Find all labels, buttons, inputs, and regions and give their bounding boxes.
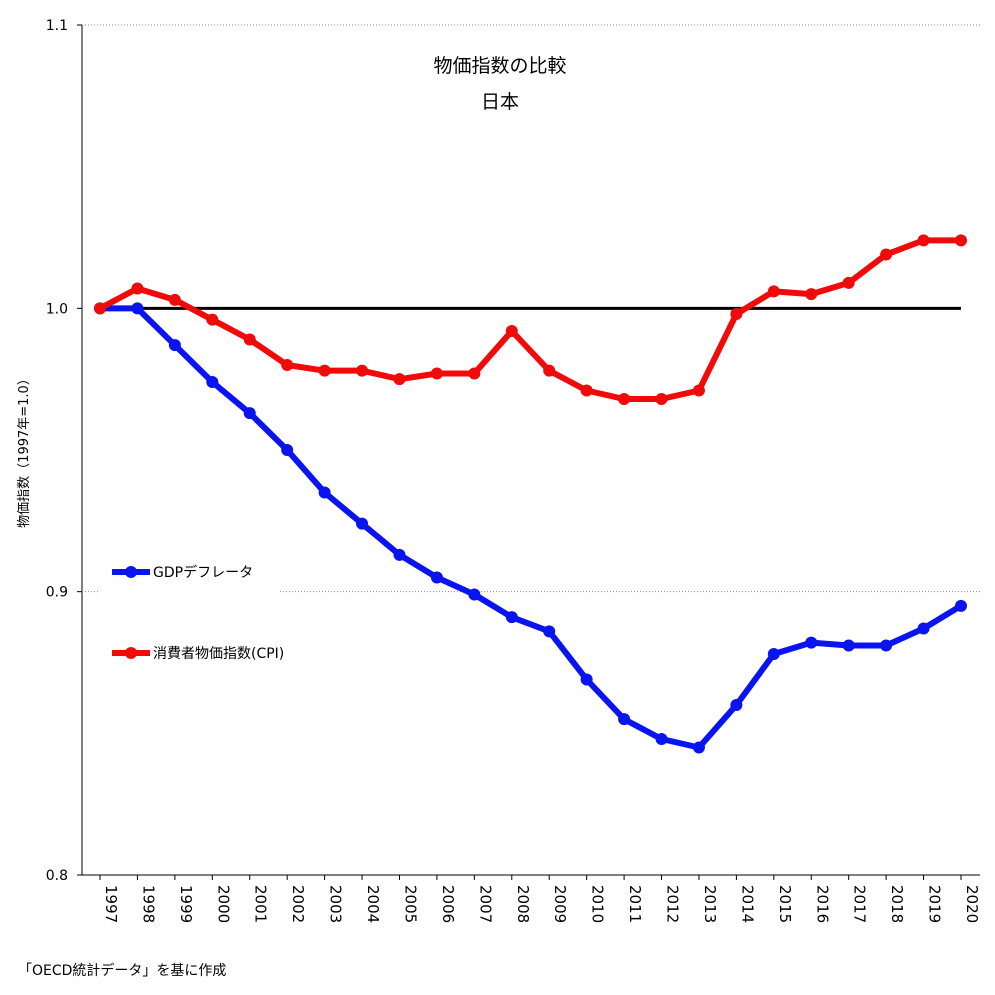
x-tick-label: 2002	[289, 885, 307, 923]
data-point	[580, 384, 593, 397]
data-point	[955, 599, 967, 612]
x-tick-label: 2017	[851, 885, 869, 923]
data-point	[767, 285, 780, 298]
x-tick-label: 2005	[401, 885, 419, 923]
x-tick-label: 2008	[514, 885, 532, 923]
y-tick-label: 0.9	[46, 585, 68, 601]
data-point	[168, 293, 181, 306]
data-point	[842, 276, 855, 289]
data-point	[618, 713, 631, 726]
x-tick-label: 2003	[327, 885, 345, 923]
data-point	[468, 367, 481, 380]
data-point	[131, 282, 144, 295]
data-point	[243, 333, 256, 346]
data-point	[618, 393, 631, 405]
data-point	[393, 373, 406, 386]
data-point	[168, 339, 181, 352]
y-tick-label: 0.8	[46, 868, 68, 884]
data-point	[393, 548, 406, 561]
x-tick-label: 2014	[738, 885, 756, 923]
y-tick-label: 1.0	[46, 301, 68, 317]
data-point	[805, 288, 818, 301]
data-point	[842, 639, 855, 652]
data-point	[468, 588, 481, 601]
x-tick-label: 2018	[888, 885, 906, 923]
x-tick-label: 2004	[364, 885, 382, 923]
chart-title: 物価指数の比較	[433, 55, 566, 77]
x-tick-label: 2007	[476, 885, 494, 923]
data-point	[730, 308, 743, 320]
x-tick-label: 1998	[139, 885, 157, 923]
x-tick-label: 2015	[776, 885, 794, 923]
data-point	[94, 302, 106, 315]
data-point	[655, 393, 668, 405]
x-tick-label: 2011	[626, 885, 644, 923]
x-tick-label: 2012	[664, 885, 682, 923]
x-tick-label: 2009	[551, 885, 569, 923]
data-point	[131, 302, 144, 315]
data-point	[655, 733, 668, 745]
data-point	[880, 639, 893, 652]
y-axis-label: 物価指数（1997年=1.0）	[17, 372, 32, 528]
x-tick-label: 2000	[214, 885, 232, 923]
x-tick-label: 1999	[177, 885, 195, 923]
data-point	[430, 571, 443, 584]
y-tick-label: 1.1	[46, 18, 68, 34]
series-line	[98, 237, 961, 402]
data-point	[692, 741, 705, 754]
x-tick-label: 2001	[252, 885, 270, 923]
data-point	[917, 234, 930, 247]
data-point	[955, 234, 967, 247]
data-point	[730, 699, 743, 711]
data-point	[767, 648, 780, 660]
data-point	[580, 673, 593, 686]
data-point	[917, 622, 930, 635]
footnote: 「OECD統計データ」を基に作成	[18, 962, 226, 979]
x-tick-label: 1997	[102, 885, 120, 923]
data-point	[281, 359, 294, 371]
data-point	[356, 364, 369, 377]
x-tick-label: 2016	[813, 885, 831, 923]
data-point	[505, 611, 518, 624]
data-point	[880, 248, 893, 261]
data-point	[318, 486, 331, 499]
data-point	[206, 313, 219, 326]
series-line	[100, 305, 963, 751]
x-tick-label: 2013	[701, 885, 719, 923]
x-tick-label: 2020	[963, 885, 981, 923]
data-point	[692, 384, 705, 397]
legend-label: 消費者物価指数(CPI)	[153, 646, 284, 662]
data-point	[430, 367, 443, 380]
legend-label: GDPデフレータ	[153, 564, 253, 581]
data-point	[505, 325, 518, 337]
data-point	[206, 376, 219, 388]
x-tick-label: 2019	[926, 885, 944, 923]
data-point	[243, 407, 256, 420]
data-point	[281, 444, 294, 456]
data-point	[543, 364, 556, 377]
x-tick-label: 2010	[589, 885, 607, 923]
data-point	[805, 636, 818, 649]
data-point	[318, 364, 331, 377]
legend-marker	[125, 647, 137, 659]
data-point	[356, 517, 369, 530]
legend-marker	[125, 566, 137, 578]
data-point	[543, 625, 556, 638]
chart-subtitle: 日本	[481, 91, 519, 113]
x-tick-label: 2006	[439, 885, 457, 923]
